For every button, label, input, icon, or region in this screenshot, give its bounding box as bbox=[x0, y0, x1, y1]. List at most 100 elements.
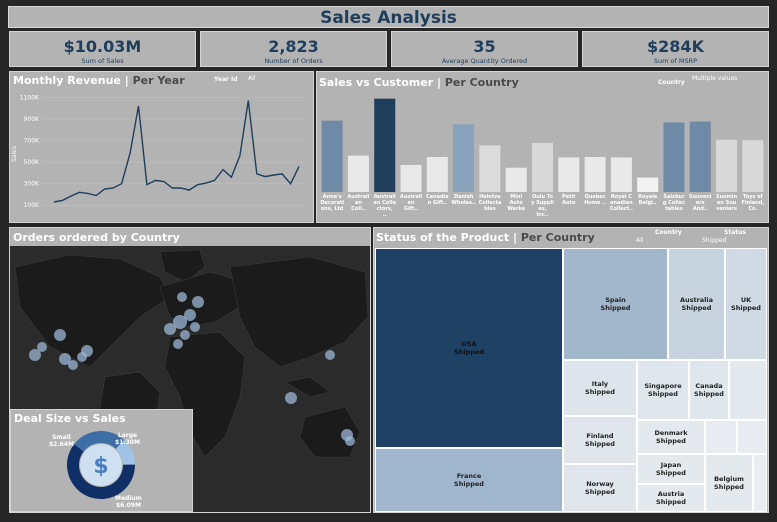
map-bubble[interactable] bbox=[177, 292, 187, 302]
status-filter-value[interactable]: Shipped bbox=[702, 237, 727, 244]
treemap-cell-other-3[interactable] bbox=[737, 420, 767, 454]
line-point[interactable] bbox=[87, 192, 89, 194]
bar[interactable] bbox=[374, 98, 396, 192]
year-filter-value[interactable]: All bbox=[248, 75, 256, 82]
treemap-cell-spain[interactable]: Spain Shipped bbox=[563, 248, 668, 360]
line-point[interactable] bbox=[78, 191, 80, 193]
line-point[interactable] bbox=[272, 174, 274, 176]
map-bubble[interactable] bbox=[285, 392, 297, 404]
kpi-card-sales[interactable]: $10.03M Sum of Sales bbox=[9, 31, 196, 67]
treemap-cell-japan[interactable]: Japan Shipped bbox=[637, 454, 705, 484]
line-point[interactable] bbox=[112, 187, 114, 189]
bar[interactable] bbox=[531, 143, 554, 192]
bar[interactable] bbox=[584, 157, 606, 192]
treemap-cell-finland[interactable]: Finland Shipped bbox=[563, 416, 637, 464]
map-bubble[interactable] bbox=[77, 352, 87, 362]
map-bubble[interactable] bbox=[59, 353, 71, 365]
line-point[interactable] bbox=[188, 189, 190, 191]
kpi-card-msrp[interactable]: $284K Sum of MSRP bbox=[582, 31, 769, 67]
treemap-cell-belgium[interactable]: Belgium Shipped bbox=[705, 454, 753, 512]
treemap-cell-usa[interactable]: USA Shipped bbox=[375, 248, 563, 448]
bar[interactable] bbox=[479, 145, 501, 192]
line-point[interactable] bbox=[281, 173, 283, 175]
line-point[interactable] bbox=[239, 154, 241, 156]
bar[interactable] bbox=[742, 140, 764, 192]
line-point[interactable] bbox=[53, 201, 55, 203]
map-bubble[interactable] bbox=[345, 436, 355, 446]
bar[interactable] bbox=[453, 124, 475, 192]
monthly-revenue-panel: Monthly Revenue | Per Year Year Id All 1… bbox=[9, 71, 314, 223]
status-country-filter-value[interactable]: All bbox=[636, 237, 644, 244]
donut-slice[interactable] bbox=[115, 439, 135, 466]
map-bubble[interactable] bbox=[68, 360, 78, 370]
donut-slice[interactable] bbox=[67, 444, 135, 499]
line-point[interactable] bbox=[289, 182, 291, 184]
map-bubble[interactable] bbox=[192, 296, 204, 308]
map-bubble[interactable] bbox=[173, 339, 183, 349]
country-filter-value[interactable]: Multiple values bbox=[692, 75, 738, 82]
bar[interactable] bbox=[558, 157, 580, 192]
treemap-cell-italy[interactable]: Italy Shipped bbox=[563, 360, 637, 416]
bar[interactable] bbox=[689, 121, 711, 192]
treemap-cell-other-1[interactable] bbox=[729, 360, 767, 420]
line-point[interactable] bbox=[222, 168, 224, 170]
monthly-revenue-line-chart[interactable]: 100K 300K 500K 700K 900K 1100K Sales bbox=[10, 88, 313, 222]
bar[interactable] bbox=[347, 155, 369, 192]
donut-slice[interactable] bbox=[74, 431, 125, 452]
bar[interactable] bbox=[426, 157, 448, 192]
line-point[interactable] bbox=[163, 180, 165, 182]
treemap-cell-austria[interactable]: Austria Shipped bbox=[637, 484, 705, 512]
line-point[interactable] bbox=[103, 188, 105, 190]
bar[interactable] bbox=[610, 157, 632, 192]
line-point[interactable] bbox=[180, 187, 182, 189]
treemap-cell-norway[interactable]: Norway Shipped bbox=[563, 464, 637, 512]
treemap-cell-france[interactable]: France Shipped bbox=[375, 448, 563, 512]
bar[interactable] bbox=[321, 120, 343, 192]
treemap-cell-singapore[interactable]: Singapore Shipped bbox=[637, 360, 689, 420]
bar[interactable] bbox=[663, 122, 685, 192]
line-point[interactable] bbox=[137, 105, 139, 107]
line-point[interactable] bbox=[120, 182, 122, 184]
line-point[interactable] bbox=[146, 184, 148, 186]
map-bubble[interactable] bbox=[325, 350, 335, 360]
line-point[interactable] bbox=[205, 182, 207, 184]
line-point[interactable] bbox=[61, 199, 63, 201]
treemap-cell-other-2[interactable] bbox=[705, 420, 737, 454]
line-point[interactable] bbox=[256, 173, 258, 175]
map-bubble[interactable] bbox=[180, 330, 190, 340]
map-bubble[interactable] bbox=[37, 342, 47, 352]
map-bubble[interactable] bbox=[184, 309, 196, 321]
line-point[interactable] bbox=[129, 152, 131, 154]
line-point[interactable] bbox=[70, 195, 72, 197]
line-point[interactable] bbox=[213, 179, 215, 181]
bar[interactable] bbox=[637, 177, 659, 192]
line-point[interactable] bbox=[154, 179, 156, 181]
line-point[interactable] bbox=[230, 176, 232, 178]
map-bubble[interactable] bbox=[54, 329, 66, 341]
map-bubble[interactable] bbox=[173, 315, 187, 329]
bar[interactable] bbox=[400, 164, 422, 192]
treemap-cell-australia[interactable]: Australia Shipped bbox=[668, 248, 725, 360]
treemap-cell-other-4[interactable] bbox=[753, 454, 767, 512]
treemap-cell-uk[interactable]: UK Shipped bbox=[725, 248, 767, 360]
line-point[interactable] bbox=[95, 194, 97, 196]
kpi-card-quantity[interactable]: 35 Average Quantity Ordered bbox=[391, 31, 578, 67]
line-point[interactable] bbox=[247, 99, 249, 101]
x-tick-label: Souveni ers And.. bbox=[689, 194, 712, 212]
treemap-cell-denmark[interactable]: Denmark Shipped bbox=[637, 420, 705, 454]
treemap-cell-canada[interactable]: Canada Shipped bbox=[689, 360, 729, 420]
bar[interactable] bbox=[716, 139, 738, 192]
world-map[interactable] bbox=[10, 247, 370, 512]
line-point[interactable] bbox=[264, 175, 266, 177]
kpi-card-orders[interactable]: 2,823 Number of Orders bbox=[200, 31, 387, 67]
line-point[interactable] bbox=[196, 184, 198, 186]
line-point[interactable] bbox=[171, 187, 173, 189]
map-bubble[interactable] bbox=[190, 322, 200, 332]
map-bubble[interactable] bbox=[29, 349, 41, 361]
bar[interactable] bbox=[505, 167, 527, 192]
deal-size-donut-chart[interactable]: $ bbox=[66, 430, 136, 500]
revenue-series-line[interactable] bbox=[53, 100, 300, 203]
map-bubble[interactable] bbox=[164, 323, 176, 335]
line-point[interactable] bbox=[298, 165, 300, 167]
